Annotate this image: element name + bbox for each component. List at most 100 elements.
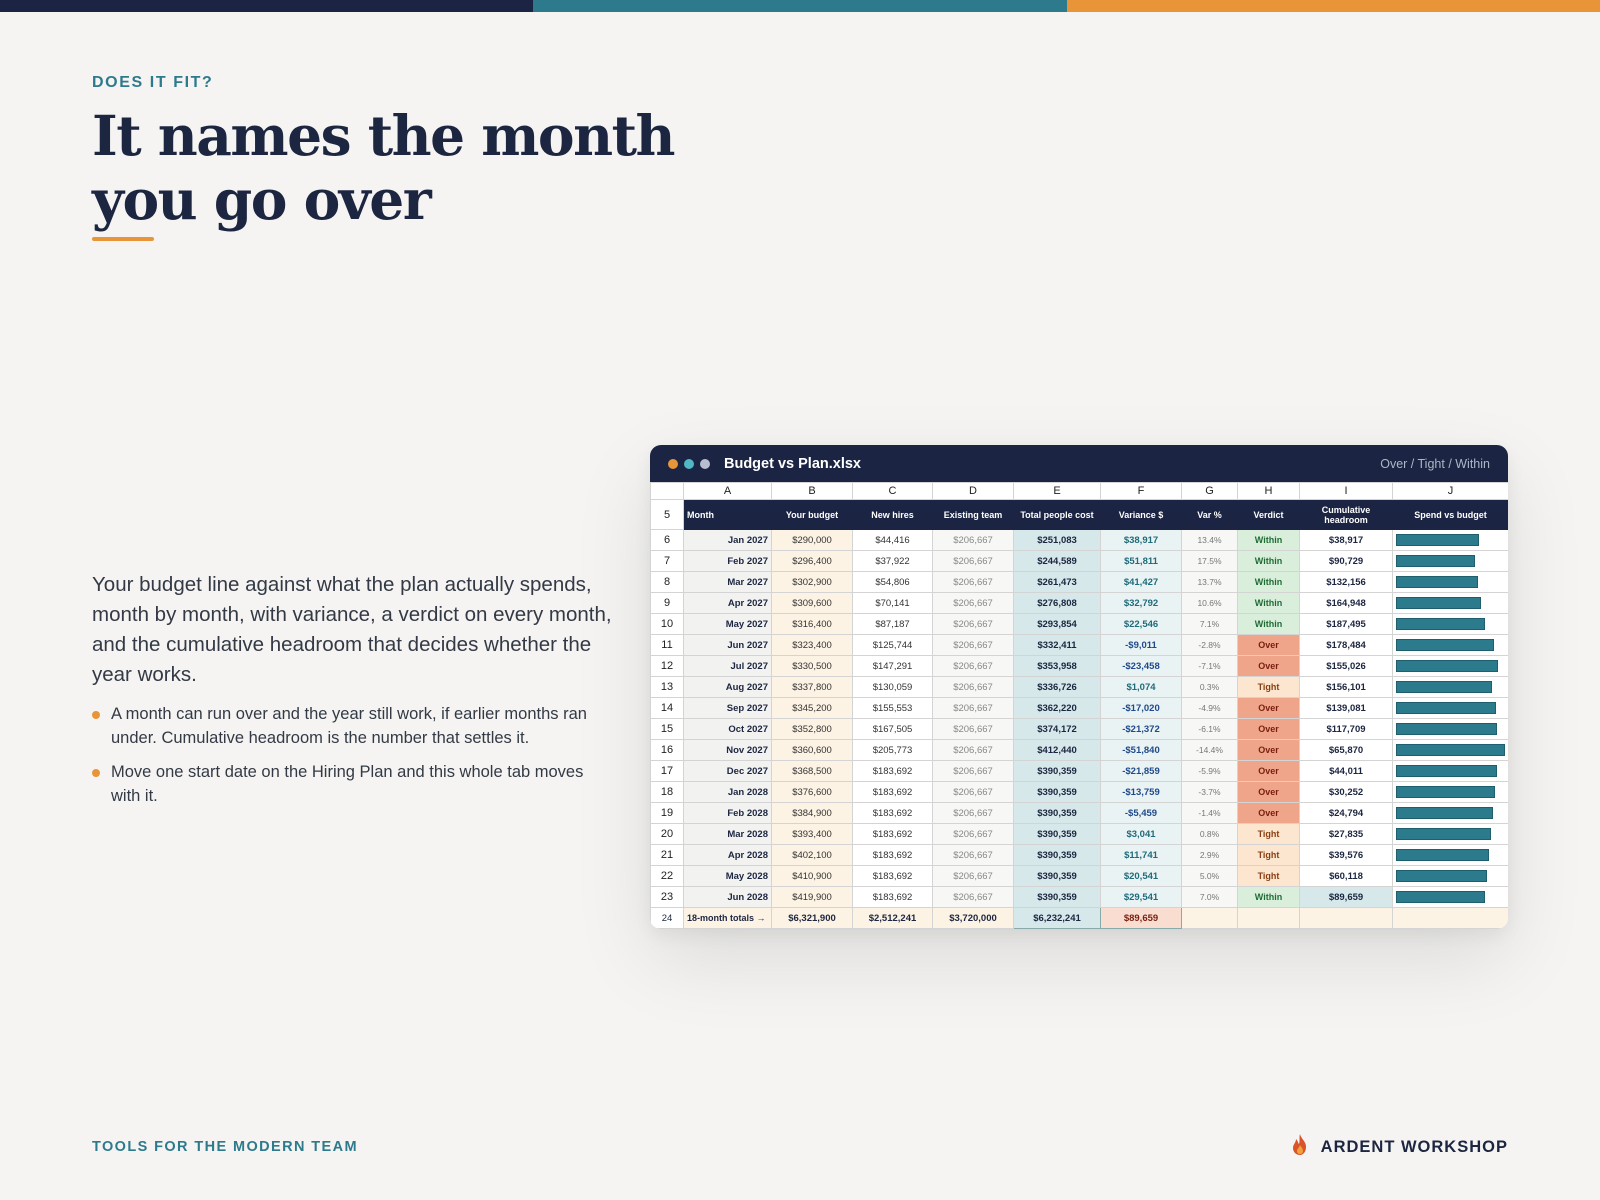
row-number[interactable]: 6 [650,529,684,551]
variance-cell[interactable]: $22,546 [1100,613,1182,635]
cumulative-cell[interactable]: $27,835 [1299,823,1393,845]
month-cell[interactable]: Mar 2027 [683,571,772,593]
row-number[interactable]: 17 [650,760,684,782]
new-hires-cell[interactable]: $183,692 [852,886,933,908]
row-number[interactable]: 10 [650,613,684,635]
new-hires-cell[interactable]: $130,059 [852,676,933,698]
spend-bar-cell[interactable] [1392,529,1508,551]
row-number[interactable]: 22 [650,865,684,887]
totals-total-cell[interactable]: $6,232,241 [1013,907,1101,929]
existing-team-cell[interactable]: $206,667 [932,613,1014,635]
spend-bar-cell[interactable] [1392,886,1508,908]
spend-bar-cell[interactable] [1392,697,1508,719]
cumulative-cell[interactable]: $164,948 [1299,592,1393,614]
header-cumulative[interactable]: Cumulative headroom [1299,499,1393,530]
month-cell[interactable]: Jun 2027 [683,634,772,656]
column-letter[interactable]: A [683,482,772,500]
budget-cell[interactable]: $384,900 [771,802,853,824]
header-month[interactable]: Month [683,499,772,530]
variance-cell[interactable]: -$21,859 [1100,760,1182,782]
header-budget[interactable]: Your budget [771,499,853,530]
var-pct-cell[interactable]: 13.4% [1181,529,1238,551]
row-number[interactable]: 16 [650,739,684,761]
total-cost-cell[interactable]: $336,726 [1013,676,1101,698]
cumulative-cell[interactable]: $90,729 [1299,550,1393,572]
month-cell[interactable]: Feb 2028 [683,802,772,824]
row-number[interactable]: 20 [650,823,684,845]
new-hires-cell[interactable]: $183,692 [852,865,933,887]
new-hires-cell[interactable]: $54,806 [852,571,933,593]
existing-team-cell[interactable]: $206,667 [932,844,1014,866]
var-pct-cell[interactable]: -5.9% [1181,760,1238,782]
var-pct-cell[interactable]: 0.3% [1181,676,1238,698]
cumulative-cell[interactable]: $38,917 [1299,529,1393,551]
totals-budget-cell[interactable]: $6,321,900 [771,907,853,929]
verdict-cell[interactable]: Tight [1237,676,1300,698]
new-hires-cell[interactable]: $87,187 [852,613,933,635]
month-cell[interactable]: Apr 2027 [683,592,772,614]
verdict-cell[interactable]: Within [1237,886,1300,908]
column-letter[interactable]: I [1299,482,1393,500]
month-cell[interactable]: Jul 2027 [683,655,772,677]
cumulative-cell[interactable]: $60,118 [1299,865,1393,887]
existing-team-cell[interactable]: $206,667 [932,739,1014,761]
variance-cell[interactable]: $1,074 [1100,676,1182,698]
var-pct-cell[interactable]: -7.1% [1181,655,1238,677]
total-cost-cell[interactable]: $261,473 [1013,571,1101,593]
var-pct-cell[interactable]: 7.0% [1181,886,1238,908]
budget-cell[interactable]: $330,500 [771,655,853,677]
cumulative-cell[interactable]: $44,011 [1299,760,1393,782]
budget-cell[interactable]: $296,400 [771,550,853,572]
header-existing-team[interactable]: Existing team [932,499,1014,530]
month-cell[interactable]: Aug 2027 [683,676,772,698]
total-cost-cell[interactable]: $244,589 [1013,550,1101,572]
cumulative-cell[interactable]: $117,709 [1299,718,1393,740]
new-hires-cell[interactable]: $183,692 [852,802,933,824]
var-pct-cell[interactable]: 7.1% [1181,613,1238,635]
budget-cell[interactable]: $302,900 [771,571,853,593]
total-cost-cell[interactable]: $251,083 [1013,529,1101,551]
total-cost-cell[interactable]: $374,172 [1013,718,1101,740]
cumulative-cell[interactable]: $30,252 [1299,781,1393,803]
existing-team-cell[interactable]: $206,667 [932,571,1014,593]
var-pct-cell[interactable]: 10.6% [1181,592,1238,614]
cumulative-cell[interactable]: $132,156 [1299,571,1393,593]
existing-team-cell[interactable]: $206,667 [932,592,1014,614]
row-number[interactable]: 14 [650,697,684,719]
variance-cell[interactable]: -$9,011 [1100,634,1182,656]
empty-cell[interactable] [1299,907,1393,929]
new-hires-cell[interactable]: $183,692 [852,823,933,845]
verdict-cell[interactable]: Tight [1237,844,1300,866]
window-dot-orange-icon[interactable] [668,458,678,469]
totals-existing-cell[interactable]: $3,720,000 [932,907,1014,929]
budget-cell[interactable]: $402,100 [771,844,853,866]
budget-cell[interactable]: $360,600 [771,739,853,761]
new-hires-cell[interactable]: $183,692 [852,844,933,866]
spend-bar-cell[interactable] [1392,613,1508,635]
total-cost-cell[interactable]: $390,359 [1013,886,1101,908]
verdict-cell[interactable]: Within [1237,613,1300,635]
budget-cell[interactable]: $345,200 [771,697,853,719]
total-cost-cell[interactable]: $332,411 [1013,634,1101,656]
budget-cell[interactable]: $337,800 [771,676,853,698]
row-number[interactable]: 23 [650,886,684,908]
variance-cell[interactable]: -$23,458 [1100,655,1182,677]
spend-bar-cell[interactable] [1392,760,1508,782]
cumulative-cell[interactable]: $89,659 [1299,886,1393,908]
budget-cell[interactable]: $393,400 [771,823,853,845]
existing-team-cell[interactable]: $206,667 [932,697,1014,719]
column-letter[interactable]: J [1392,482,1508,500]
empty-cell[interactable] [1392,907,1508,929]
var-pct-cell[interactable]: 13.7% [1181,571,1238,593]
new-hires-cell[interactable]: $44,416 [852,529,933,551]
header-total-cost[interactable]: Total people cost [1013,499,1101,530]
budget-cell[interactable]: $376,600 [771,781,853,803]
row-number[interactable]: 7 [650,550,684,572]
variance-cell[interactable]: -$13,759 [1100,781,1182,803]
new-hires-cell[interactable]: $205,773 [852,739,933,761]
verdict-cell[interactable]: Over [1237,655,1300,677]
budget-cell[interactable]: $368,500 [771,760,853,782]
row-number[interactable]: 21 [650,844,684,866]
header-verdict[interactable]: Verdict [1237,499,1300,530]
existing-team-cell[interactable]: $206,667 [932,886,1014,908]
